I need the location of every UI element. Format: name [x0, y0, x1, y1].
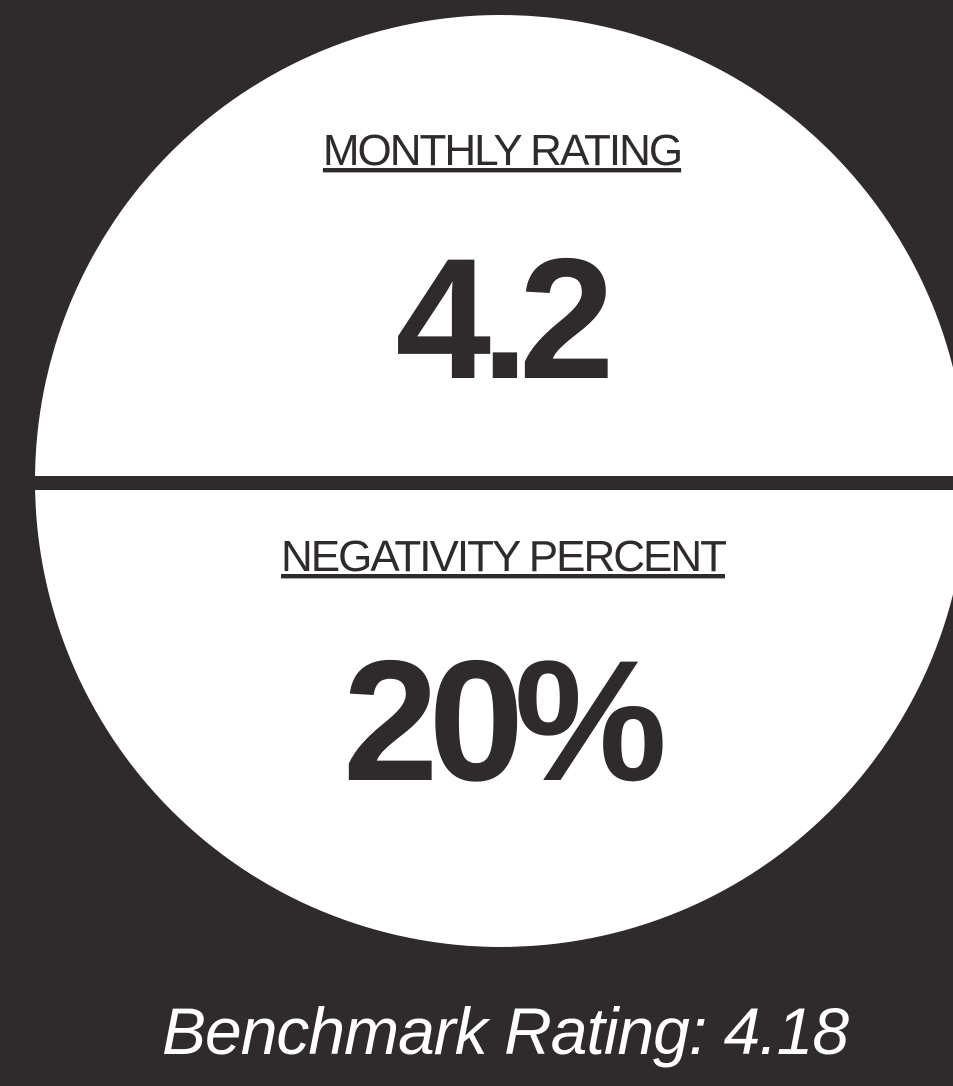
top-label: MONTHLY RATING: [323, 126, 681, 175]
divider: [30, 476, 953, 490]
benchmark: Benchmark Rating: 4.18: [162, 994, 849, 1068]
bottom-value: 20%: [343, 625, 663, 817]
bottom-label: NEGATIVITY PERCENT: [281, 532, 726, 581]
top-value: 4.2: [395, 223, 607, 415]
